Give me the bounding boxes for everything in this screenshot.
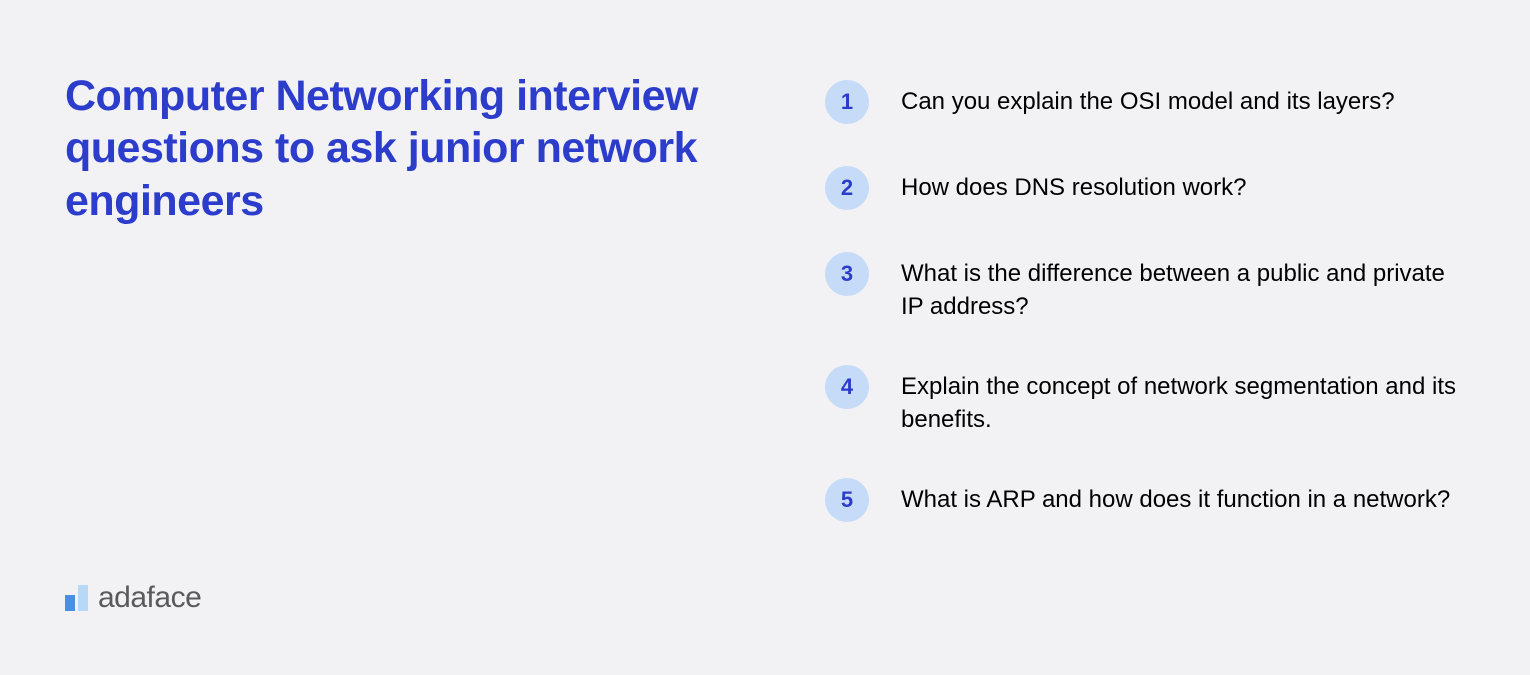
question-item: 5 What is ARP and how does it function i…: [825, 478, 1470, 522]
question-item: 3 What is the difference between a publi…: [825, 252, 1470, 323]
question-number-badge: 4: [825, 365, 869, 409]
question-text: Explain the concept of network segmentat…: [901, 365, 1470, 436]
logo-bar-tall: [78, 585, 88, 611]
page-title: Computer Networking interview questions …: [65, 70, 765, 227]
question-number-badge: 5: [825, 478, 869, 522]
question-item: 4 Explain the concept of network segment…: [825, 365, 1470, 436]
question-text: What is the difference between a public …: [901, 252, 1470, 323]
question-text: What is ARP and how does it function in …: [901, 478, 1450, 516]
logo-bar-short: [65, 595, 75, 611]
brand-logo: adaface: [65, 581, 765, 615]
question-text: Can you explain the OSI model and its la…: [901, 80, 1395, 118]
question-text: How does DNS resolution work?: [901, 166, 1246, 204]
logo-text: adaface: [98, 581, 201, 615]
question-number-badge: 2: [825, 166, 869, 210]
left-panel: Computer Networking interview questions …: [65, 70, 765, 635]
question-item: 2 How does DNS resolution work?: [825, 166, 1470, 210]
questions-list: 1 Can you explain the OSI model and its …: [765, 70, 1470, 635]
logo-bars-icon: [65, 585, 88, 611]
question-item: 1 Can you explain the OSI model and its …: [825, 80, 1470, 124]
main-container: Computer Networking interview questions …: [0, 0, 1530, 675]
question-number-badge: 3: [825, 252, 869, 296]
question-number-badge: 1: [825, 80, 869, 124]
